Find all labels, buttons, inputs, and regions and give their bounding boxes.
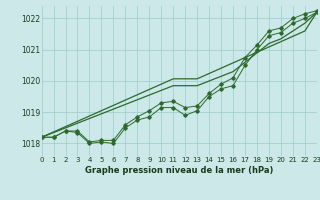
X-axis label: Graphe pression niveau de la mer (hPa): Graphe pression niveau de la mer (hPa) (85, 166, 273, 175)
